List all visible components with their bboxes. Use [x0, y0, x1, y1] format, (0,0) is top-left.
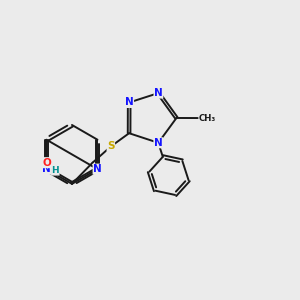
Text: CH₃: CH₃ — [199, 113, 216, 122]
Text: N: N — [125, 98, 134, 107]
Text: O: O — [42, 158, 51, 168]
Text: S: S — [107, 142, 115, 152]
Text: N: N — [154, 138, 163, 148]
Text: H: H — [52, 166, 59, 175]
Text: N: N — [42, 164, 51, 174]
Text: N: N — [154, 88, 163, 98]
Text: N: N — [93, 164, 102, 174]
